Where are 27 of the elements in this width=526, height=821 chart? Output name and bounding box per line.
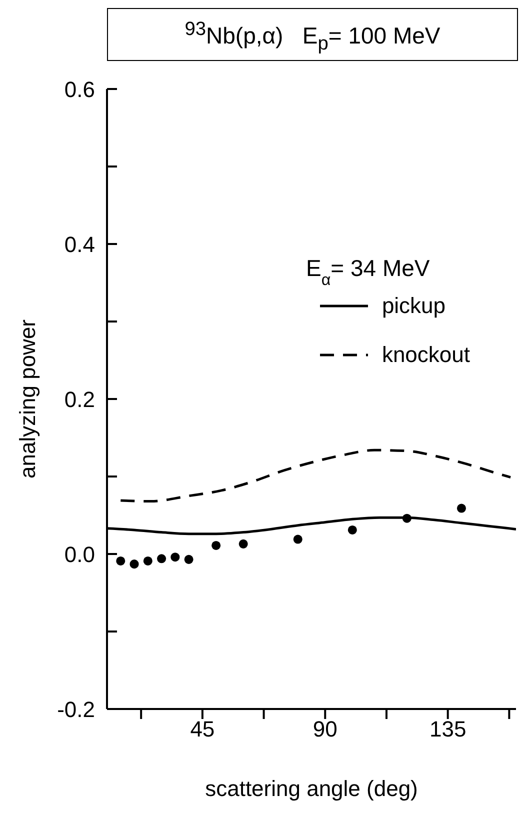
y-axis-title: analyzing power: [14, 320, 40, 478]
x-tick-label: 135: [429, 716, 466, 742]
chart-title: $^{93}$Nb(p,α) E$_{p}$= 100 MeV: [107, 8, 518, 61]
y-tick-label: -0.2: [57, 696, 95, 722]
y-tick-label: 0.6: [64, 76, 95, 102]
y-tick-label: 0.4: [64, 232, 95, 257]
x-tick-label: 45: [190, 716, 215, 742]
legend-label: pickup: [382, 292, 446, 318]
point: [293, 534, 302, 544]
point: [170, 552, 180, 562]
point: [238, 539, 248, 548]
point: [402, 514, 412, 523]
point: [348, 525, 357, 534]
x-axis-title: scattering angle (deg): [205, 776, 418, 801]
point: [130, 560, 139, 569]
legend-label: knockout: [382, 342, 470, 368]
y-tick-label: 0.2: [64, 386, 95, 412]
point: [157, 554, 166, 564]
line-series: [119, 448, 512, 503]
point: [456, 504, 466, 513]
point: [212, 540, 221, 550]
point: [143, 556, 152, 566]
point: [116, 556, 126, 566]
annotation: E$_{α}$= 34 MeV: [306, 255, 430, 289]
point: [184, 554, 194, 564]
x-tick-label: 90: [312, 716, 338, 742]
y-tick-label: 0.0: [64, 542, 95, 567]
